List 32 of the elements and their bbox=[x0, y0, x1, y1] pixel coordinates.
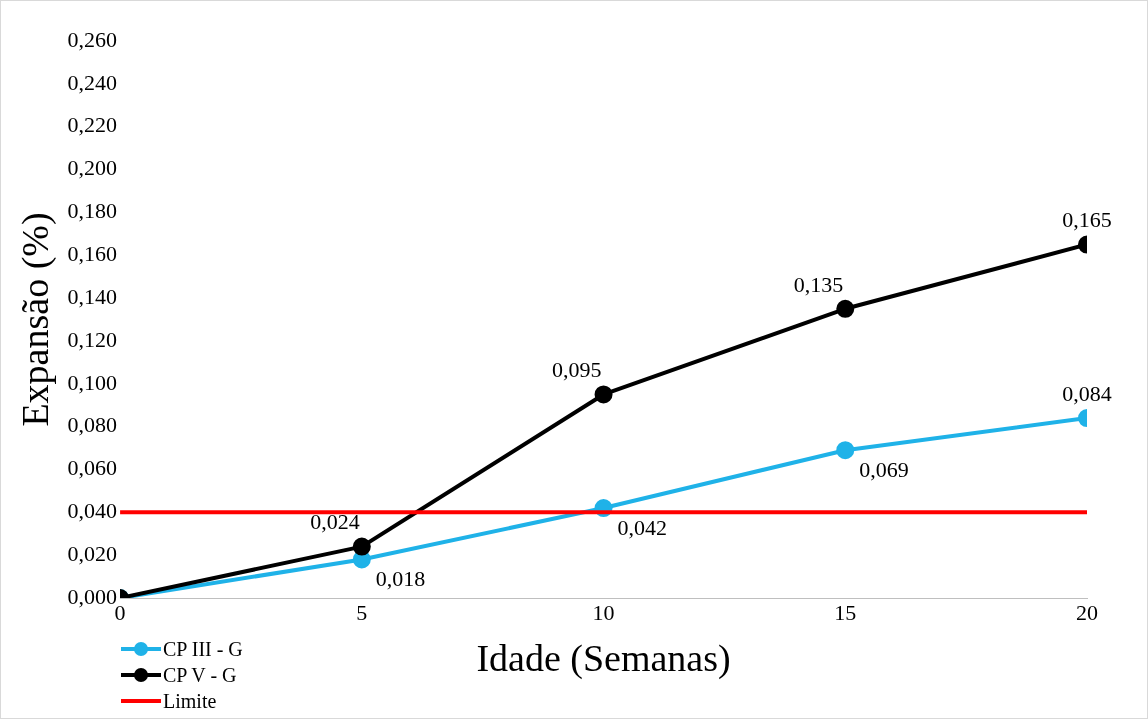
data-label: 0,018 bbox=[375, 566, 426, 592]
data-label: 0,084 bbox=[1062, 380, 1112, 406]
data-label: 0,095 bbox=[552, 357, 602, 383]
y-tick-label: 0,080 bbox=[67, 412, 118, 438]
y-tick-label: 0,120 bbox=[67, 326, 118, 352]
x-tick-label: 5 bbox=[356, 599, 368, 625]
y-tick-label: 0,240 bbox=[67, 69, 118, 95]
y-tick-label: 0,100 bbox=[67, 369, 118, 395]
y-axis-title: Expansão (%) bbox=[13, 212, 57, 427]
data-label: 0,069 bbox=[859, 456, 909, 482]
x-tick-label: 20 bbox=[1076, 599, 1098, 625]
data-label: 0,135 bbox=[793, 271, 844, 297]
point bbox=[594, 385, 613, 404]
legend-label: Limite bbox=[163, 689, 217, 713]
y-tick-label: 0,200 bbox=[67, 155, 118, 181]
x-axis-title: Idade (Semanas) bbox=[476, 637, 731, 681]
y-tick-label: 0,180 bbox=[67, 198, 118, 224]
legend-label: CP III - G bbox=[163, 637, 243, 661]
y-tick-label: 0,140 bbox=[67, 283, 118, 309]
y-tick-label: 0,020 bbox=[67, 540, 118, 566]
y-tick-label: 0,220 bbox=[67, 112, 118, 138]
y-tick-label: 0,060 bbox=[67, 455, 118, 481]
data-label: 0,165 bbox=[1062, 207, 1112, 233]
y-tick-label: 0,260 bbox=[67, 26, 118, 52]
data-label: 0,024 bbox=[310, 509, 360, 535]
legend-label: CP V - G bbox=[163, 663, 237, 687]
point bbox=[352, 537, 371, 556]
x-tick-label: 15 bbox=[834, 599, 857, 625]
data-label: 0,042 bbox=[617, 514, 668, 540]
x-tick-label: 10 bbox=[592, 599, 615, 625]
y-tick-label: 0,160 bbox=[67, 241, 118, 267]
y-tick-label: 0,040 bbox=[67, 498, 118, 524]
